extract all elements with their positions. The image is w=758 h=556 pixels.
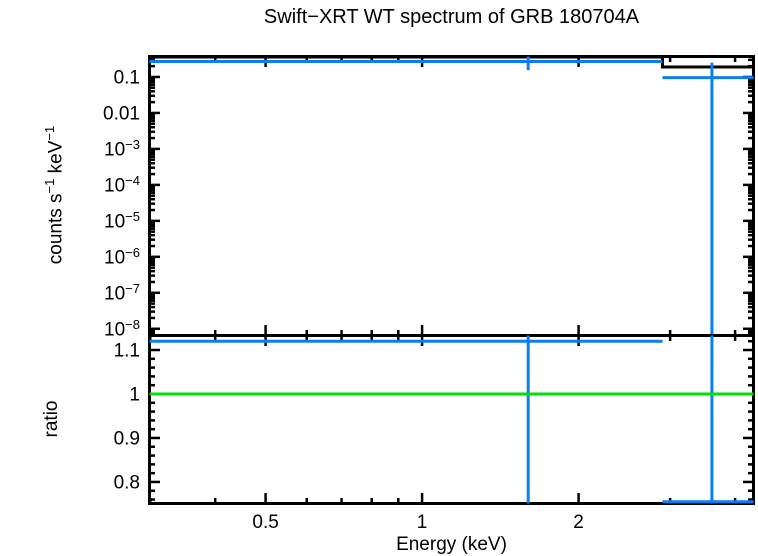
ratio-series	[149, 335, 754, 504]
spectrum-frame	[148, 55, 755, 337]
y-tick-label: 1	[129, 384, 140, 405]
spectrum-panel: 0.1 0.01 10−3 10−4 10−5 10−6 10−7 10−8	[103, 55, 755, 340]
x-tick-label: 1	[417, 512, 428, 533]
y-tick-label: 0.8	[114, 472, 140, 493]
y-tick-label: 0.1	[114, 67, 140, 88]
counts-axis-label: counts s−1 keV−1	[42, 125, 67, 265]
y-tick-label: 10−8	[104, 317, 140, 341]
spectrum-tick-labels: 0.1 0.01 10−3 10−4 10−5 10−6 10−7 10−8	[103, 67, 140, 340]
x-tick-label: 0.5	[252, 512, 278, 533]
y-tick-label: 1.1	[114, 341, 140, 362]
ratio-tick-labels: 1.1 1 0.9 0.8 0.5 1 2	[114, 341, 584, 533]
ratio-panel: 1.1 1 0.9 0.8 0.5 1 2	[114, 334, 755, 533]
spectrum-ticks	[149, 56, 754, 336]
plot-title: Swift−XRT WT spectrum of GRB 180704A	[263, 6, 640, 28]
energy-axis-label: Energy (keV)	[396, 534, 507, 555]
y-tick-label: 0.01	[103, 103, 140, 124]
ratio-frame	[148, 334, 755, 505]
y-tick-label: 10−5	[104, 209, 140, 233]
y-tick-label: 10−4	[104, 173, 140, 197]
y-tick-label: 10−6	[104, 245, 140, 269]
y-tick-label: 10−3	[104, 137, 140, 161]
ratio-axis-label: ratio	[41, 400, 62, 438]
y-tick-label: 0.9	[114, 428, 140, 449]
y-tick-label: 10−7	[104, 281, 140, 305]
x-tick-label: 2	[573, 512, 584, 533]
ratio-ticks	[149, 335, 754, 504]
spectrum-series	[149, 55, 754, 336]
